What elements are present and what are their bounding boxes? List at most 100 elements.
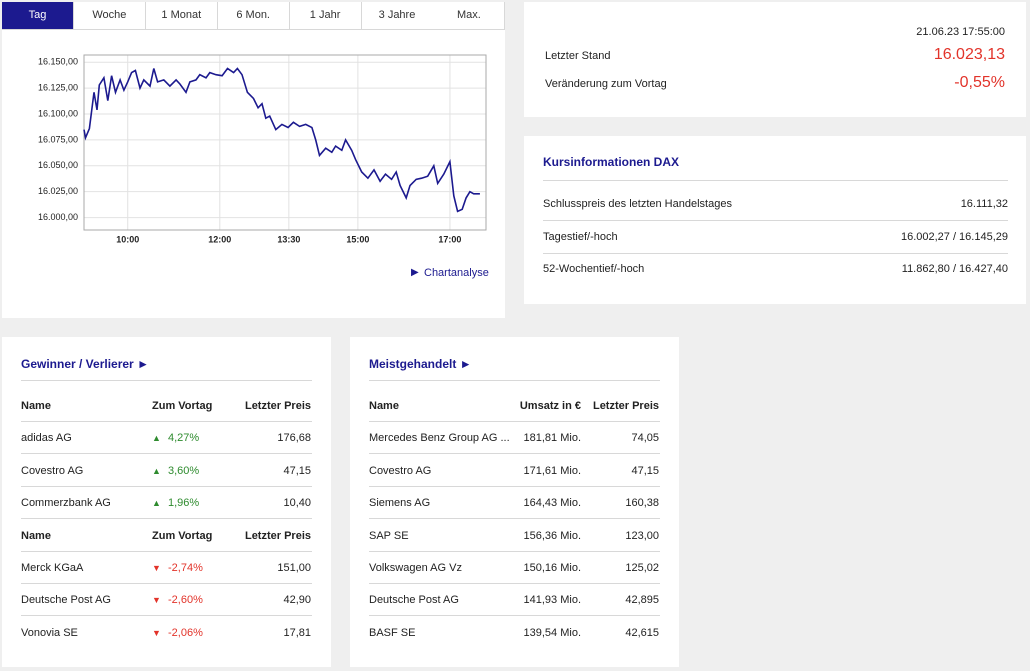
tab[interactable]: 6 Mon. — [217, 2, 290, 30]
tab[interactable]: 1 Jahr — [289, 2, 362, 30]
price: 10,40 — [283, 497, 311, 510]
column-header: Name — [369, 400, 399, 412]
trend-icon: ▲ — [152, 433, 161, 444]
price: 47,15 — [631, 464, 659, 477]
trend-icon: ▼ — [152, 595, 161, 606]
y-tick-label: 16.100,00 — [38, 108, 78, 118]
x-tick-label: 17:00 — [438, 234, 461, 244]
separator — [369, 583, 660, 584]
y-tick-label: 16.150,00 — [38, 57, 78, 67]
name[interactable]: Deutsche Post AG — [21, 594, 111, 607]
separator — [369, 380, 660, 381]
change: 3,60% — [168, 464, 200, 477]
separator — [369, 453, 660, 455]
name[interactable]: Covestro AG — [21, 464, 84, 477]
arrow-icon: ► — [133, 357, 149, 371]
separator — [21, 583, 312, 584]
last-value: 16.023,13 — [933, 46, 1005, 63]
name[interactable]: Vonovia SE — [21, 626, 78, 639]
section-title[interactable]: Meistgehandelt ► — [369, 357, 472, 371]
section-title[interactable]: Gewinner / Verlierer ► — [21, 357, 149, 371]
name[interactable]: SAP SE — [369, 529, 409, 542]
price: 151,00 — [277, 562, 311, 574]
timestamp: 21.06.23 17:55:00 — [916, 26, 1005, 38]
turnover: 156,36 Mio. — [523, 529, 581, 542]
value: 16.111,32 — [960, 198, 1008, 210]
x-tick-label: 15:00 — [346, 234, 369, 244]
name[interactable]: BASF SE — [369, 626, 416, 639]
tab[interactable]: Woche — [73, 2, 146, 30]
quote-panel — [524, 2, 1026, 117]
link-arrow: ▶ — [411, 267, 419, 278]
x-tick-label: 10:00 — [116, 234, 139, 244]
trend-icon: ▲ — [152, 498, 161, 509]
column-header: Letzter Preis — [244, 529, 311, 542]
x-tick-label: 13:30 — [277, 234, 300, 244]
movers-panel — [2, 337, 331, 667]
change: -2,74% — [168, 562, 203, 574]
price: 42,615 — [625, 626, 659, 639]
price-line — [83, 67, 480, 213]
turnover: 164,43 Mio. — [523, 497, 581, 510]
section-title: Kursinformationen DAX — [543, 155, 680, 169]
arrow-icon: ► — [456, 357, 472, 371]
separator — [543, 252, 1008, 254]
column-header: Zum Vortag — [152, 529, 213, 542]
separator — [21, 518, 312, 520]
y-tick-label: 16.000,00 — [38, 212, 78, 222]
column-header: Letzter Preis — [244, 400, 311, 412]
tab[interactable]: 3 Jahre — [361, 2, 434, 30]
label: Schlusspreis des letzten Handelstages — [543, 198, 732, 210]
separator — [21, 380, 312, 381]
price: 160,38 — [625, 497, 659, 510]
plot-frame — [83, 54, 487, 231]
tab[interactable]: Max. — [433, 2, 506, 30]
name[interactable]: Mercedes Benz Group AG ... — [369, 432, 510, 445]
name[interactable]: Commerzbank AG — [21, 497, 111, 510]
turnover: 171,61 Mio. — [523, 464, 581, 477]
separator — [369, 518, 660, 520]
y-tick-label: 16.075,00 — [38, 134, 78, 144]
name[interactable]: Siemens AG — [369, 497, 431, 510]
tab[interactable]: Tag — [2, 2, 74, 30]
column-header: Name — [21, 400, 51, 412]
separator — [21, 485, 312, 487]
change-value: -0,55% — [954, 74, 1005, 91]
name[interactable]: adidas AG — [21, 432, 72, 445]
chart-link[interactable]: Chartanalyse — [424, 267, 489, 279]
column-header: Umsatz in € — [519, 400, 581, 412]
name[interactable]: Deutsche Post AG — [369, 594, 459, 607]
name[interactable]: Covestro AG — [369, 464, 432, 477]
traded-panel — [350, 337, 679, 667]
y-tick-label: 16.050,00 — [38, 160, 78, 170]
separator — [543, 220, 1008, 221]
change: 4,27% — [168, 432, 200, 445]
change: 1,96% — [168, 497, 200, 510]
separator — [21, 453, 312, 455]
separator — [21, 421, 312, 422]
value: 16.002,27 / 16.145,29 — [900, 230, 1008, 243]
separator — [369, 421, 660, 422]
price: 176,68 — [277, 432, 311, 445]
column-header: Zum Vortag — [152, 400, 213, 412]
change: -2,06% — [168, 626, 203, 639]
separator — [369, 550, 660, 552]
column-header: Letzter Preis — [592, 400, 659, 412]
chart: 16.000,00 16.025,00 16.050,00 16.075,00 16.1… — [38, 54, 487, 244]
trend-icon: ▼ — [152, 627, 161, 638]
price: 47,15 — [283, 464, 311, 477]
change: -2,60% — [168, 594, 203, 607]
name[interactable]: Merck KGaA — [21, 562, 84, 574]
separator — [543, 180, 1008, 181]
name[interactable]: Volkswagen AG Vz — [369, 562, 462, 574]
label: 52-Wochentief/-hoch — [543, 263, 645, 275]
turnover: 181,81 Mio. — [523, 432, 581, 445]
label: Tagestief/-hoch — [543, 230, 618, 243]
turnover: 139,54 Mio. — [523, 626, 581, 639]
x-tick-label: 12:00 — [208, 234, 231, 244]
tab[interactable]: 1 Monat — [145, 2, 218, 30]
label: Veränderung zum Vortag — [545, 78, 667, 90]
price: 125,02 — [625, 562, 659, 574]
separator — [21, 550, 312, 552]
